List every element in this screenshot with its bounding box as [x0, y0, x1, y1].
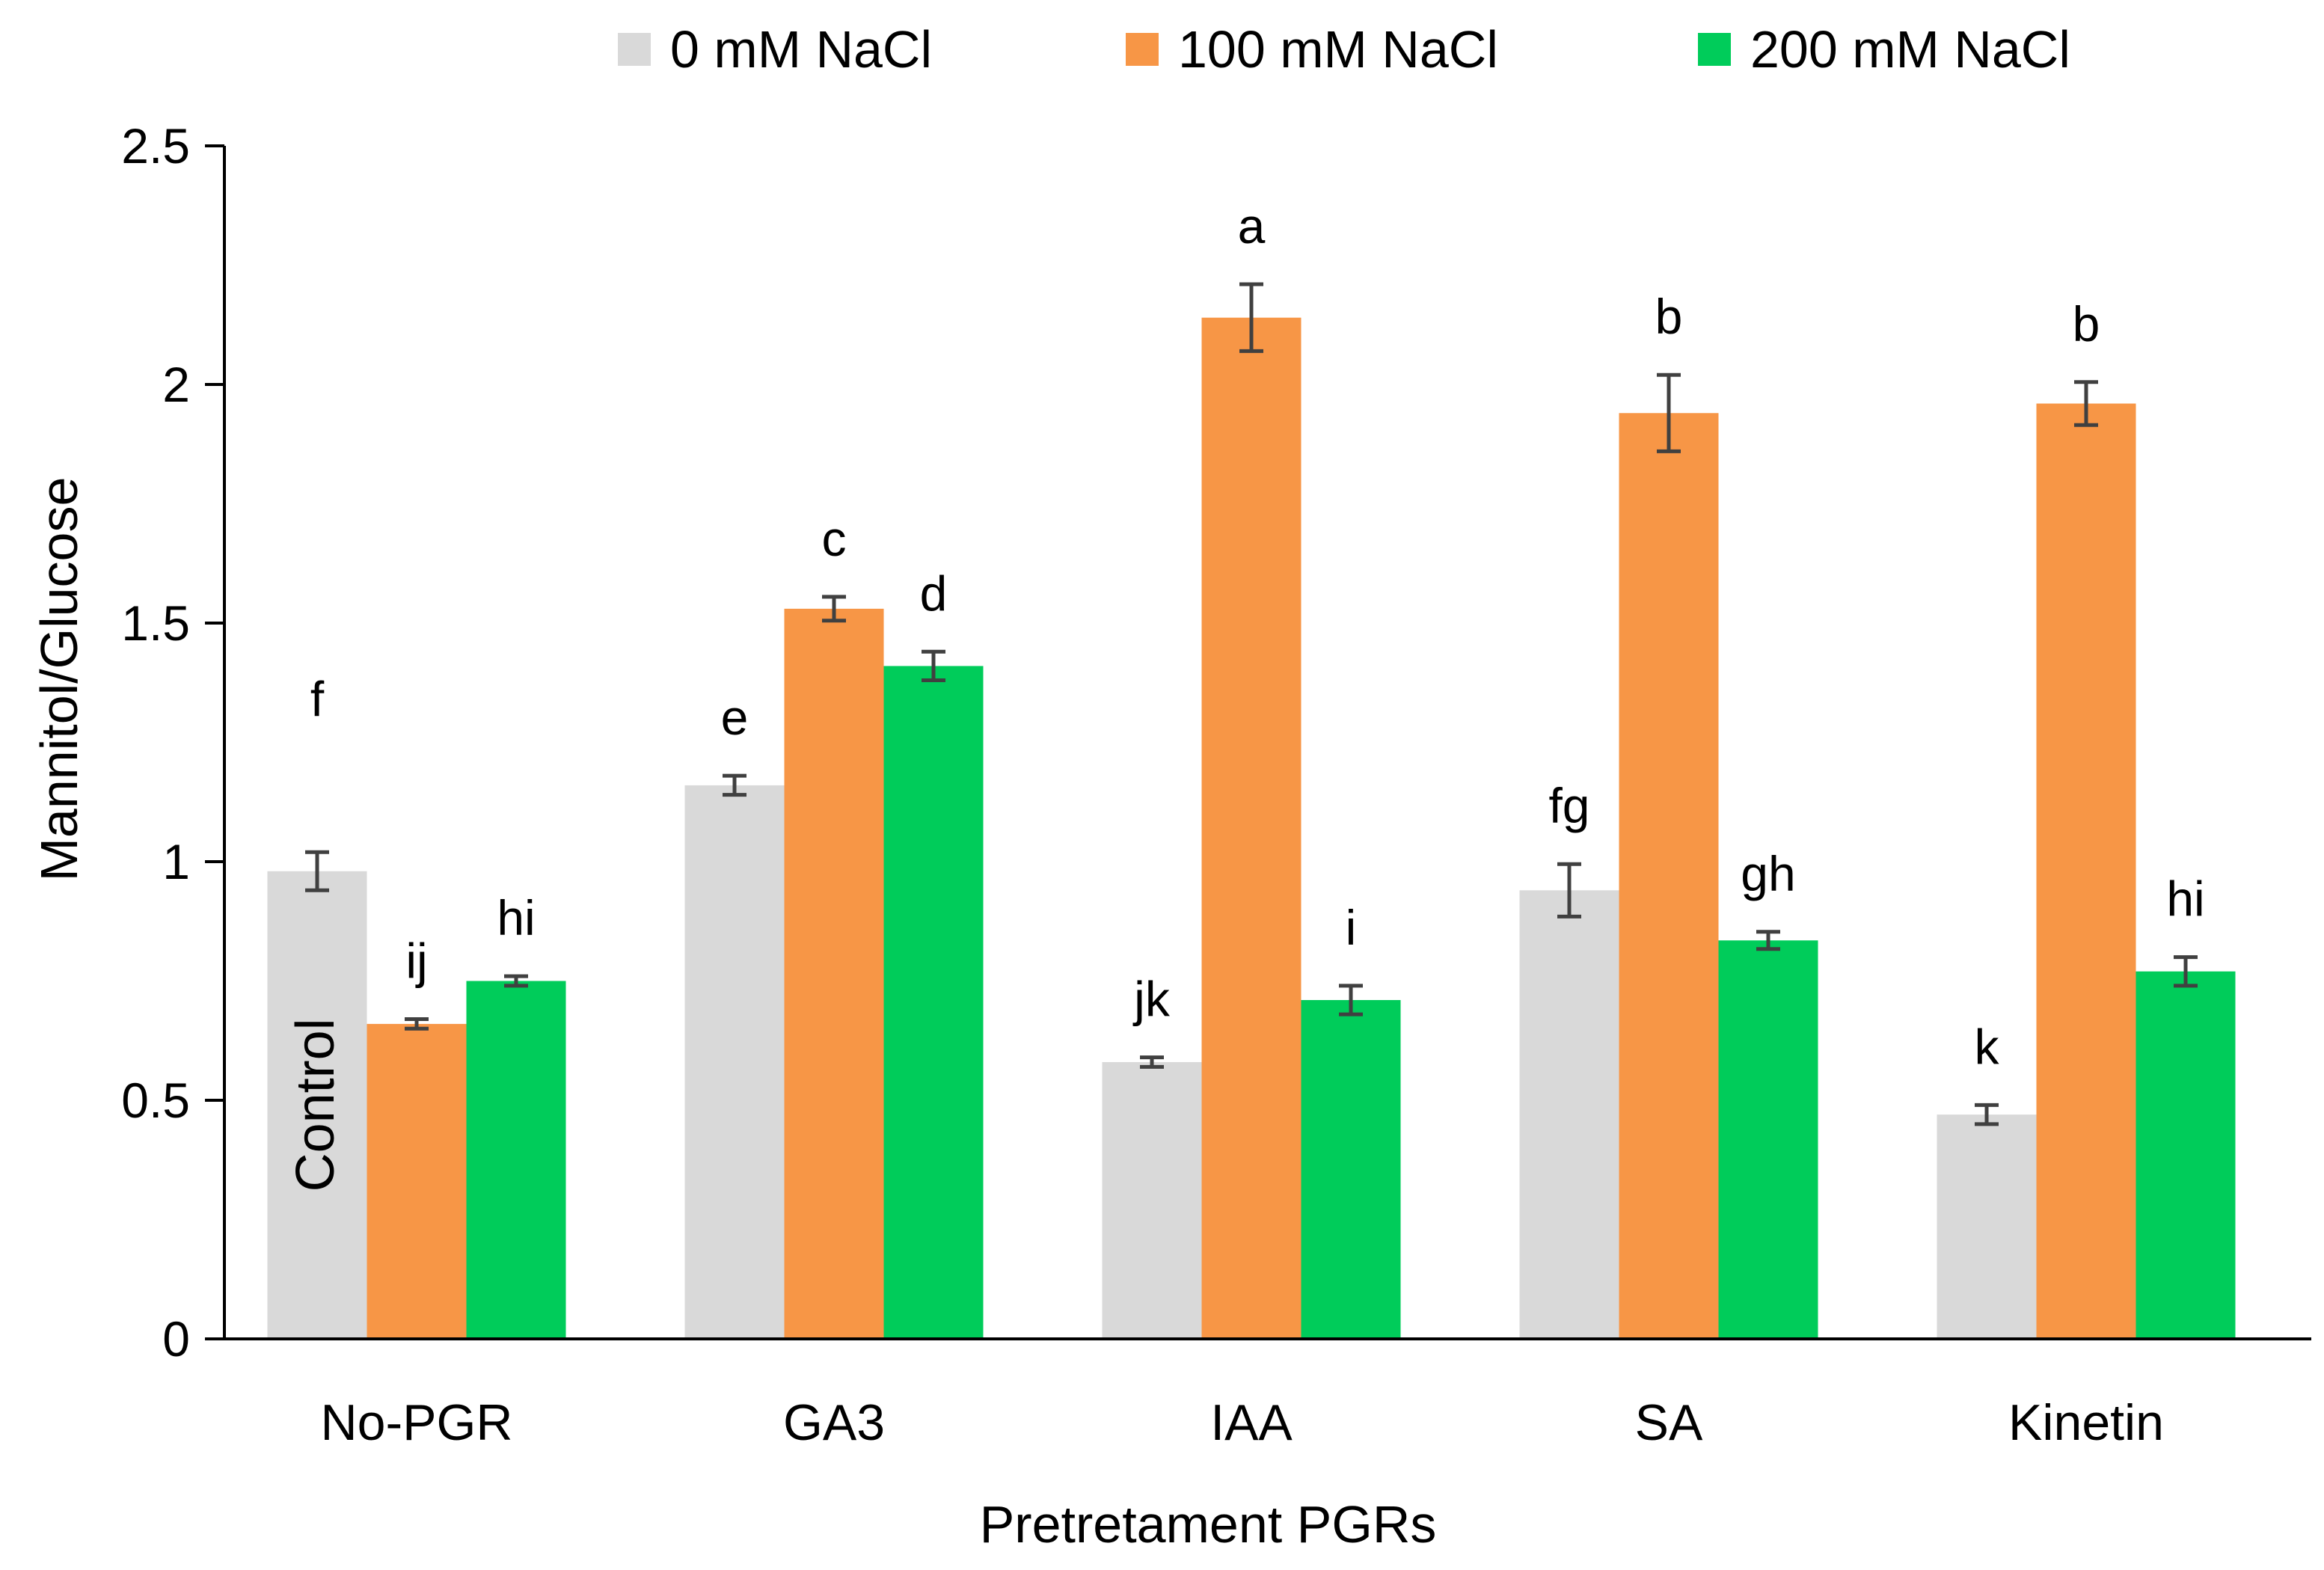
- legend-item-0-mm-nacl: 0 mM NaCl: [618, 20, 932, 79]
- significance-letter: jk: [1132, 972, 1171, 1027]
- y-tick-label: 1.5: [121, 595, 190, 651]
- significance-letter: ij: [405, 933, 427, 989]
- significance-letter: b: [2073, 296, 2100, 352]
- bar: [1201, 317, 1301, 1340]
- significance-letter: hi: [497, 890, 535, 945]
- x-tick-label: No-PGR: [321, 1394, 513, 1451]
- y-tick-label: 2: [162, 357, 190, 412]
- bar-group-ga3: e c d: [684, 511, 984, 1339]
- significance-letter: b: [1655, 289, 1683, 344]
- legend-swatch: [618, 33, 651, 66]
- bar-group-iaa: jk a i: [1102, 198, 1401, 1340]
- significance-letter: hi: [2166, 871, 2204, 927]
- bar: [367, 1023, 467, 1339]
- annotation-control: Control: [286, 1018, 346, 1192]
- y-axis-title: Mannitol/Glucose: [30, 477, 88, 882]
- x-tick-label: IAA: [1210, 1394, 1293, 1451]
- bar: [684, 785, 785, 1339]
- significance-letter: e: [721, 690, 749, 745]
- x-tick-label: SA: [1635, 1394, 1703, 1451]
- x-axis: No-PGR GA3 IAA SA Kinetin: [224, 1337, 2311, 1451]
- significance-letter: gh: [1741, 846, 1795, 901]
- legend-item-100-mm-nacl: 100 mM NaCl: [1126, 20, 1498, 79]
- bar: [2036, 403, 2136, 1339]
- bar: [2136, 971, 2236, 1339]
- bar: [1937, 1114, 2037, 1339]
- bar: [1102, 1061, 1202, 1339]
- x-tick-label: GA3: [783, 1394, 885, 1451]
- legend-label: 200 mM NaCl: [1750, 20, 2070, 79]
- significance-letter: a: [1238, 198, 1266, 254]
- x-tick-label: Kinetin: [2008, 1394, 2164, 1451]
- significance-letter: c: [822, 511, 847, 566]
- y-tick-label: 1: [162, 834, 190, 889]
- bar-group-sa: fg b gh: [1519, 289, 1818, 1339]
- significance-letter: i: [1346, 900, 1357, 955]
- bar-group-no-pgr: f ij hi: [267, 671, 566, 1339]
- legend-swatch: [1126, 33, 1159, 66]
- bar: [267, 871, 367, 1339]
- bar: [1619, 413, 1719, 1339]
- legend-label: 0 mM NaCl: [670, 20, 932, 79]
- bar: [1718, 940, 1818, 1339]
- x-axis-title: Pretretament PGRs: [980, 1495, 1437, 1554]
- bar-group-kinetin: k b hi: [1937, 296, 2236, 1339]
- bars: f ij hi e c d jk a i fg b gh k b hi Control: [267, 198, 2236, 1340]
- bar: [1519, 890, 1619, 1339]
- y-tick-label: 0: [162, 1311, 190, 1367]
- y-axis: 0 0.5 1 1.5 2 2.5: [121, 118, 226, 1367]
- legend-item-200-mm-nacl: 200 mM NaCl: [1698, 20, 2070, 79]
- significance-letter: fg: [1548, 778, 1589, 833]
- legend: 0 mM NaCl 100 mM NaCl 200 mM NaCl: [618, 20, 2070, 79]
- bar: [1301, 1000, 1401, 1339]
- significance-letter: d: [920, 565, 948, 621]
- bar: [466, 981, 566, 1339]
- y-tick-label: 0.5: [121, 1073, 190, 1128]
- legend-swatch: [1698, 33, 1731, 66]
- significance-letter: k: [1975, 1019, 2000, 1074]
- bar: [883, 666, 984, 1339]
- legend-label: 100 mM NaCl: [1178, 20, 1498, 79]
- significance-letter: f: [310, 671, 325, 726]
- y-tick-label: 2.5: [121, 118, 190, 174]
- bar: [784, 608, 884, 1339]
